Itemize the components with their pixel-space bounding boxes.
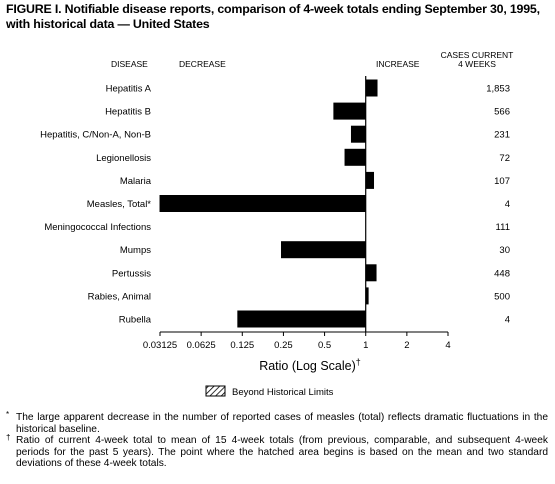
category-label: Hepatitis A: [106, 84, 152, 95]
category-label: Hepatitis, C/Non-A, Non-B: [40, 130, 151, 141]
legend-label: Beyond Historical Limits: [232, 387, 334, 398]
tick-label: 0.0625: [187, 340, 216, 351]
footnote-measles: * The large apparent decrease in the numb…: [6, 410, 548, 435]
x-axis-label-mark: †: [356, 357, 361, 367]
cases-count: 111: [496, 222, 510, 233]
category-label: Legionellosis: [96, 153, 151, 164]
bar: [365, 79, 378, 97]
bar: [333, 102, 366, 120]
cases-count: 30: [499, 245, 510, 256]
cases-count: 4: [505, 199, 510, 210]
cases-count: 4: [505, 315, 510, 326]
bar: [237, 310, 366, 328]
cases-count: 107: [494, 176, 510, 187]
category-label: Rubella: [119, 315, 152, 326]
tick-label: 4: [445, 340, 450, 351]
category-label: Mumps: [120, 245, 151, 256]
tick-label: 0.125: [230, 340, 254, 351]
category-label: Measles, Total*: [87, 199, 152, 210]
category-label: Pertussis: [112, 268, 151, 279]
bar: [281, 241, 366, 259]
cases-count: 1,853: [486, 84, 510, 95]
cases-count: 231: [494, 130, 510, 141]
category-label: Hepatitis B: [105, 107, 151, 118]
bar: [365, 264, 377, 282]
header-decrease: DECREASE: [179, 59, 226, 69]
footnote-text: Ratio of current 4-week total to mean of…: [16, 435, 548, 470]
header-cases-line1: CASES CURRENT: [441, 50, 514, 60]
tick-label: 0.5: [318, 340, 331, 351]
footnotes: * The large apparent decrease in the numb…: [6, 410, 548, 470]
category-label: Meningococcal Infections: [44, 222, 151, 233]
bar: [365, 287, 369, 305]
cases-count: 72: [499, 153, 510, 164]
bar: [365, 171, 375, 189]
tick-label: 0.03125: [143, 340, 177, 351]
legend-hatch-swatch: [205, 385, 226, 397]
bar: [350, 125, 366, 143]
header-increase: INCREASE: [376, 59, 420, 69]
tick-label: 2: [404, 340, 409, 351]
bar: [159, 195, 366, 212]
chart-rows: Hepatitis A 1,853 Hepatitis B 566 Hepatitis,…: [40, 84, 510, 326]
cases-count: 448: [494, 268, 510, 279]
x-axis-ticks: 0.03125 0.0625 0.125 0.25 0.5 1 2 4: [143, 332, 451, 351]
footnote-mark: *: [6, 410, 10, 419]
footnote-mark: †: [6, 433, 11, 443]
footnote-text: The large apparent decrease in the numbe…: [16, 412, 548, 435]
chart-bars: [159, 79, 378, 328]
chart: DISEASE DECREASE INCREASE CASES CURRENT …: [40, 50, 514, 398]
cases-count: 566: [494, 107, 510, 118]
header-cases-line2: 4 WEEKS: [458, 59, 496, 69]
figure-title: FIGURE I. Notifiable disease reports, co…: [6, 2, 540, 31]
bar: [344, 148, 366, 166]
header-disease: DISEASE: [111, 59, 148, 69]
footnote-ratio: † Ratio of current 4-week total to mean o…: [6, 433, 548, 470]
tick-label: 1: [363, 340, 368, 351]
tick-label: 0.25: [274, 340, 293, 351]
x-axis-label: Ratio (Log Scale)†: [259, 357, 361, 373]
cases-count: 500: [494, 291, 510, 302]
category-label: Malaria: [120, 176, 152, 187]
category-label: Rabies, Animal: [88, 291, 151, 302]
